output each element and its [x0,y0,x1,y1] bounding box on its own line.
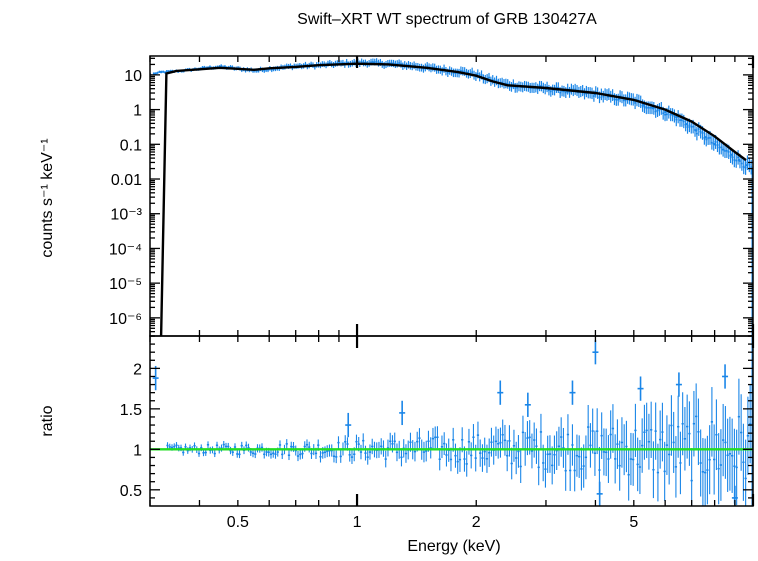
ratio-panel: 2 1.5 1 0.5 [120,335,754,507]
spectrum-data-point [695,129,698,132]
y-tick-label: 0.01 [111,172,142,189]
spectrum-data-point [159,70,163,74]
y-tick-label: 1 [133,442,142,459]
ratio-y-ticks: 2 1.5 1 0.5 [120,335,753,500]
spectrum-data-point [685,122,688,126]
x-tick-label: 0.5 [227,514,249,531]
x-tick-label: 1 [353,514,362,531]
spectrum-data-point [729,153,733,156]
spectrum-data-point [737,158,740,162]
spectrum-data-point [704,136,708,139]
ratio-data-series [152,336,753,506]
spectrum-data-point [675,116,678,119]
spectrum-panel: 10 1 0.1 0.01 10⁻³ 10⁻⁴ 10⁻⁵ 10⁻⁶ [109,55,754,337]
x-axis: 0.5 1 2 5 [149,56,755,531]
y-tick-label: 0.1 [120,137,142,154]
chart-title: Swift–XRT WT spectrum of GRB 130427A [297,11,597,28]
x-tick-label: 5 [629,514,638,531]
y-axis-label-ratio: ratio [39,405,56,436]
spectrum-data-point [721,148,725,151]
spectrum-data-point [713,143,716,146]
y-tick-label: 2 [133,361,142,378]
y-axis-label-spectrum: counts s⁻¹ keV⁻¹ [39,138,56,257]
x-axis-label: Energy (keV) [407,538,500,555]
y-tick-label: 10 [124,68,142,85]
y-tick-label: 10⁻⁵ [109,276,142,293]
spectrum-frame [149,55,754,337]
y-tick-label: 0.5 [120,483,142,500]
y-tick-label: 10⁻³ [110,207,142,224]
ratio-frame [149,335,754,507]
spectrum-y-ticks: 10 1 0.1 0.01 10⁻³ 10⁻⁴ 10⁻⁵ 10⁻⁶ [109,57,753,337]
spectrum-data-series [150,58,753,336]
model-curve [159,62,747,336]
y-tick-label: 1 [133,103,142,120]
spectrum-data-point [154,72,157,75]
y-tick-label: 10⁻⁶ [109,311,142,328]
spectrum-data-point [744,164,748,167]
spectrum-data-point [652,106,655,110]
spectrum-data-point [663,110,667,114]
x-tick-label: 2 [472,514,481,531]
y-tick-label: 1.5 [120,402,142,419]
y-tick-label: 10⁻⁴ [109,241,142,258]
